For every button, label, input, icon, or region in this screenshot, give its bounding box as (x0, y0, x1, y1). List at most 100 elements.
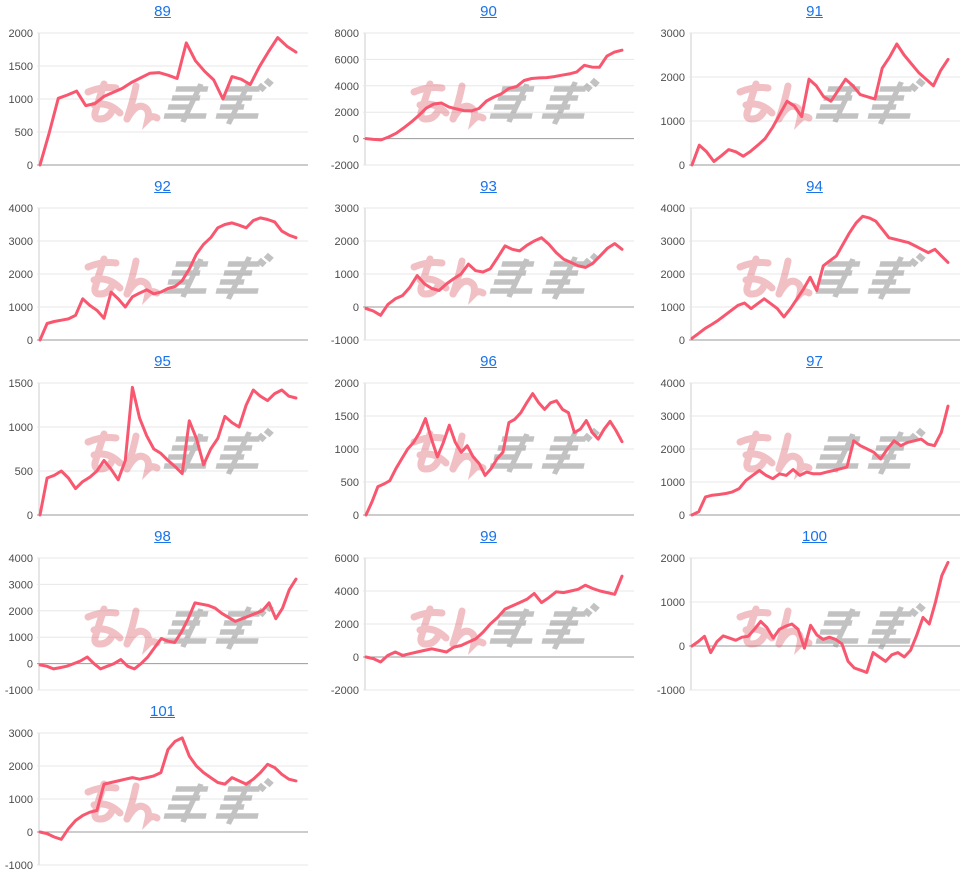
chart-link-90[interactable]: 90 (480, 3, 497, 20)
chart-cell-99: 99 -2000 0 2000 4000 6000 (326, 525, 651, 700)
series-line (38, 36, 298, 167)
chart-link-92[interactable]: 92 (154, 178, 171, 195)
y-tick-label: 0 (27, 160, 33, 172)
y-tick-label: 1000 (661, 477, 685, 489)
chart-link-98[interactable]: 98 (154, 528, 171, 545)
y-tick-label: 0 (353, 652, 359, 664)
chart-cell-92: 92 0 1000 2000 3000 4000 (0, 175, 325, 350)
chart-link-94[interactable]: 94 (806, 178, 823, 195)
y-tick-label: 0 (679, 510, 685, 522)
y-tick-label: 500 (15, 466, 33, 478)
y-tick-label: 2000 (661, 269, 685, 281)
y-tick-label: 4000 (9, 203, 33, 215)
y-tick-label: 8000 (335, 28, 359, 40)
chart-cell-94: 94 0 1000 2000 3000 4000 (652, 175, 976, 350)
y-tick-label: -1000 (331, 335, 359, 347)
chart-plot: 0 500 1000 1500 (0, 373, 325, 528)
y-tick-label: -1000 (5, 685, 33, 697)
chart-svg: 0 500 1000 1500 2000 (9, 28, 308, 172)
chart-link-91[interactable]: 91 (806, 3, 823, 20)
chart-cell-90: 90 -2000 0 2000 4000 6000 8000 (326, 0, 651, 175)
y-tick-label: 500 (15, 127, 33, 139)
chart-plot: -1000 0 1000 2000 3000 (326, 198, 651, 353)
y-tick-label: 1000 (661, 302, 685, 314)
chart-cell-97: 97 0 1000 2000 3000 4000 (652, 350, 976, 525)
chart-link-89[interactable]: 89 (154, 3, 171, 20)
chart-plot: -1000 0 1000 2000 (652, 548, 976, 703)
series-line (690, 560, 950, 674)
chart-cell-93: 93 -1000 0 1000 2000 3000 (326, 175, 651, 350)
y-tick-label: 4000 (661, 203, 685, 215)
y-tick-label: -1000 (657, 685, 685, 697)
chart-plot: -2000 0 2000 4000 6000 8000 (326, 23, 651, 178)
y-tick-label: -2000 (331, 685, 359, 697)
y-tick-label: 1000 (9, 632, 33, 644)
chart-plot: 0 1000 2000 3000 4000 (0, 198, 325, 353)
y-tick-label: 1000 (661, 597, 685, 609)
y-tick-label: 4000 (9, 553, 33, 565)
chart-link-100[interactable]: 100 (801, 528, 828, 545)
series-line (690, 404, 950, 517)
y-tick-label: 3000 (661, 28, 685, 40)
chart-svg: 0 1000 2000 3000 4000 (9, 203, 308, 347)
y-tick-label: 4000 (661, 378, 685, 390)
y-tick-label: 1500 (9, 378, 33, 390)
chart-link-97[interactable]: 97 (806, 353, 823, 370)
chart-svg: -1000 0 1000 2000 3000 (331, 203, 634, 347)
y-tick-label: 1000 (661, 116, 685, 128)
minkabu-watermark-logo (736, 602, 926, 655)
y-tick-label: 1500 (9, 61, 33, 73)
series-line (690, 214, 950, 340)
chart-svg: -2000 0 2000 4000 6000 (331, 553, 634, 697)
chart-svg: 0 1000 2000 3000 4000 (661, 203, 960, 347)
y-tick-label: 3000 (335, 203, 359, 215)
series-line (364, 48, 624, 142)
chart-svg: -1000 0 1000 2000 3000 4000 (5, 553, 308, 697)
y-tick-label: 1000 (9, 422, 33, 434)
minkabu-watermark-logo (84, 602, 274, 655)
y-tick-label: 500 (341, 477, 359, 489)
chart-svg: 0 1000 2000 3000 (661, 28, 960, 172)
minkabu-watermark-logo (84, 427, 274, 480)
chart-svg: -1000 0 1000 2000 3000 (5, 728, 308, 872)
y-tick-label: 1000 (9, 794, 33, 806)
chart-svg: 0 500 1000 1500 (9, 378, 308, 522)
y-tick-label: -2000 (331, 160, 359, 172)
series-line (38, 577, 298, 671)
y-tick-label: 0 (679, 641, 685, 653)
chart-link-99[interactable]: 99 (480, 528, 497, 545)
chart-cell-96: 96 0 500 1000 1500 2000 (326, 350, 651, 525)
series-line (690, 42, 950, 167)
chart-svg: -1000 0 1000 2000 (657, 553, 960, 697)
y-tick-label: 3000 (661, 411, 685, 423)
chart-cell-89: 89 0 500 1000 1500 2000 (0, 0, 325, 175)
series-line (364, 574, 624, 664)
y-tick-label: 6000 (335, 54, 359, 66)
y-tick-label: 1500 (335, 411, 359, 423)
chart-plot: 0 1000 2000 3000 4000 (652, 198, 976, 353)
y-tick-label: 1000 (9, 94, 33, 106)
chart-link-93[interactable]: 93 (480, 178, 497, 195)
chart-svg: 0 1000 2000 3000 4000 (661, 378, 960, 522)
minkabu-watermark-logo (736, 252, 926, 305)
minkabu-watermark-logo (410, 602, 600, 655)
minkabu-watermark-logo (736, 427, 926, 480)
y-tick-label: 2000 (9, 606, 33, 618)
y-tick-label: 4000 (335, 81, 359, 93)
minkabu-watermark-logo (410, 427, 600, 480)
chart-plot: -1000 0 1000 2000 3000 (0, 723, 325, 878)
chart-plot: -2000 0 2000 4000 6000 (326, 548, 651, 703)
chart-cell-98: 98 -1000 0 1000 2000 3000 4000 (0, 525, 325, 700)
y-tick-label: 1000 (335, 444, 359, 456)
chart-link-101[interactable]: 101 (149, 703, 176, 720)
chart-link-95[interactable]: 95 (154, 353, 171, 370)
chart-plot: 0 500 1000 1500 2000 (326, 373, 651, 528)
y-tick-label: 3000 (9, 579, 33, 591)
chart-cell-101: 101 -1000 0 1000 2000 3000 (0, 700, 325, 875)
y-tick-label: 0 (27, 335, 33, 347)
chart-link-96[interactable]: 96 (480, 353, 497, 370)
minkabu-watermark-logo (736, 77, 926, 130)
chart-cell-91: 91 0 1000 2000 3000 (652, 0, 976, 175)
y-tick-label: 0 (679, 335, 685, 347)
